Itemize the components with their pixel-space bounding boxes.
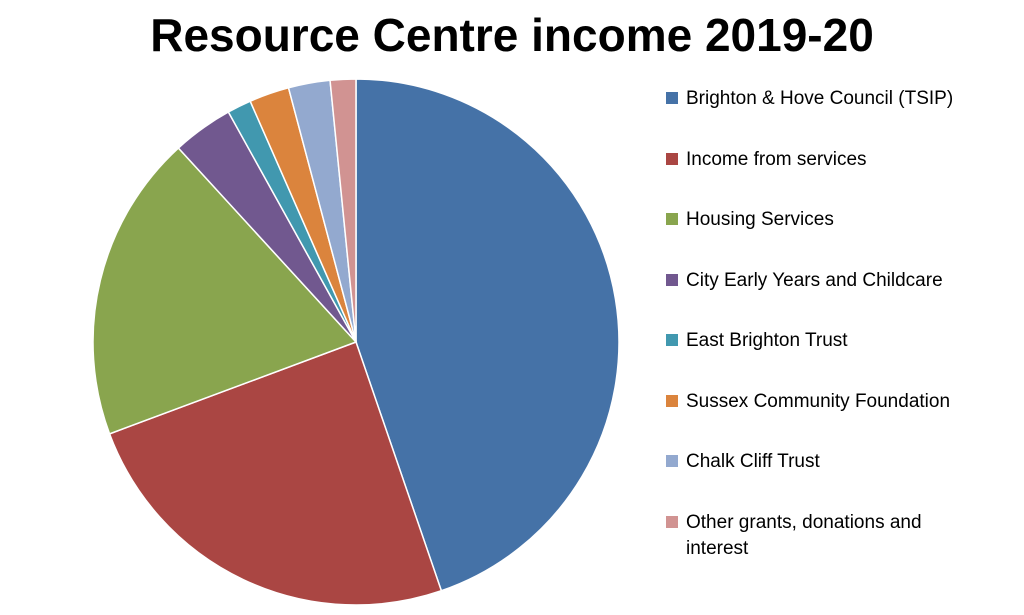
legend-label: Other grants, donations and interest <box>686 511 922 559</box>
legend-item: Income from services <box>666 147 976 173</box>
legend-swatch <box>666 334 678 346</box>
legend-item: Sussex Community Foundation <box>666 389 976 415</box>
legend-item: Brighton & Hove Council (TSIP) <box>666 86 976 112</box>
pie-slice-3 <box>92 146 358 435</box>
legend-item: Chalk Cliff Trust <box>666 449 976 475</box>
legend-item: Housing Services <box>666 207 976 233</box>
legend-label: East Brighton Trust <box>686 330 848 351</box>
chart-title: Resource Centre income 2019-20 <box>150 9 874 61</box>
legend-label: Housing Services <box>686 209 834 230</box>
pie-slice-1 <box>355 78 620 592</box>
legend-swatch <box>666 213 678 225</box>
legend-swatch <box>666 152 678 165</box>
legend-swatch <box>666 515 678 528</box>
pie-slice-2 <box>108 341 443 606</box>
legend-item: Other grants, donations and interest <box>666 510 976 562</box>
legend-label: Sussex Community Foundation <box>686 390 951 412</box>
legend-swatch <box>666 394 678 407</box>
legend-swatch <box>666 273 678 286</box>
legend-label: City Early Years and Childcare <box>686 269 943 291</box>
legend-item: City Early Years and Childcare <box>666 268 976 294</box>
legend-swatch <box>666 455 678 467</box>
legend-label: Income from services <box>686 148 867 170</box>
legend-label: Chalk Cliff Trust <box>686 451 820 472</box>
pie-slice-8 <box>329 78 357 343</box>
legend-swatch <box>666 92 678 104</box>
legend-label: Brighton & Hove Council (TSIP) <box>686 88 954 109</box>
legend-item: East Brighton Trust <box>666 328 976 354</box>
